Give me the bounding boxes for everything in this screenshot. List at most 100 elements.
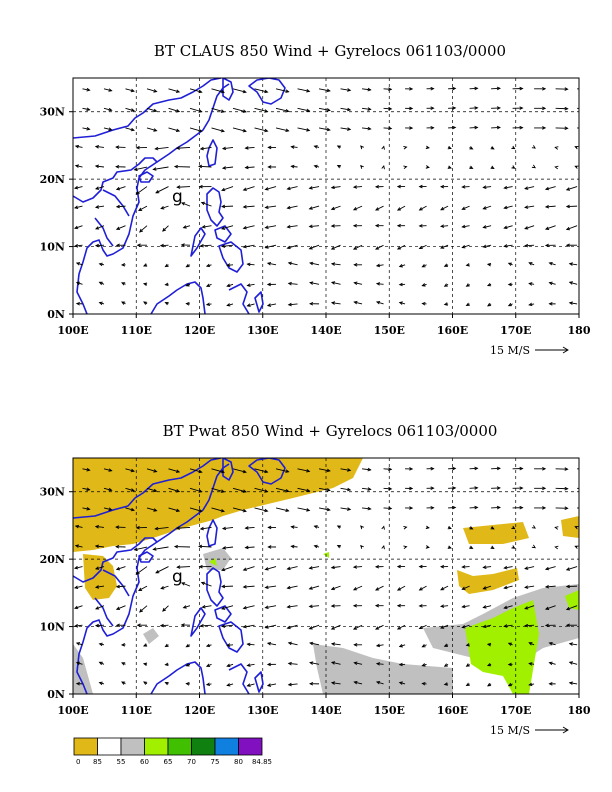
wind-arrow — [461, 565, 470, 569]
wind-arrow — [115, 204, 126, 209]
wind-arrow — [98, 661, 105, 666]
wind-arrow — [286, 205, 298, 210]
wind-arrow — [353, 281, 363, 286]
wind-arrow — [121, 681, 126, 685]
wind-arrow — [568, 661, 578, 665]
wind-arrow — [565, 186, 578, 191]
wind-arrow — [135, 525, 148, 530]
wind-arrow — [524, 585, 535, 589]
wind-arrow — [135, 145, 148, 150]
reference-vector: 15 M/S — [490, 344, 569, 357]
graticule — [73, 78, 579, 314]
wind-arrow — [491, 486, 501, 490]
wind-arrow — [425, 165, 430, 169]
wind-arrow — [82, 467, 91, 472]
x-tick-label: 170E — [500, 324, 531, 337]
wind-arrow — [353, 642, 363, 647]
wind-arrow — [398, 264, 406, 268]
wind-arrow — [185, 643, 191, 648]
wind-arrow — [469, 505, 479, 510]
wind-arrow — [511, 525, 516, 530]
wind-arrow — [524, 623, 535, 628]
wind-arrow — [425, 145, 430, 150]
wind-arrow — [75, 301, 83, 306]
colorbar-swatch — [120, 737, 145, 756]
wind-arrow — [160, 205, 169, 210]
wind-arrow — [396, 244, 406, 250]
wind-arrow — [103, 487, 113, 492]
wind-arrow — [482, 244, 492, 249]
x-tick-label: 180 — [568, 704, 591, 717]
wind-arrow — [440, 244, 449, 249]
wind-arrow — [264, 624, 277, 629]
wind-arrow — [135, 186, 148, 195]
wind-arrow — [221, 605, 234, 610]
wind-arrow — [448, 125, 457, 130]
x-tick-label: 130E — [247, 704, 278, 717]
wind-arrow — [115, 544, 126, 549]
wind-arrow — [524, 566, 535, 570]
wind-arrow — [275, 507, 290, 513]
wind-arrow — [528, 642, 535, 646]
wind-arrow — [246, 262, 255, 267]
wind-arrow — [534, 126, 547, 130]
wind-arrow — [232, 507, 247, 513]
wind-arrow — [164, 301, 169, 306]
wind-arrow — [447, 165, 452, 169]
wind-arrow — [146, 487, 158, 493]
wind-arrow — [267, 165, 277, 169]
wind-arrow — [418, 604, 427, 608]
wind-arrow — [200, 581, 212, 587]
wind-arrow — [405, 87, 414, 91]
wind-arrow — [512, 505, 524, 510]
wind-arrow — [352, 185, 363, 189]
wind-arrow — [512, 466, 524, 471]
x-tick-label: 120E — [184, 324, 215, 337]
wind-arrow — [534, 506, 547, 510]
wind-arrow — [168, 107, 181, 113]
wind-arrow — [168, 507, 181, 513]
wind-arrow — [242, 585, 255, 589]
wind-arrow — [164, 662, 169, 667]
wind-arrow — [330, 205, 341, 211]
wind-arrow — [94, 585, 105, 589]
wind-arrow — [330, 224, 341, 228]
wind-arrow — [482, 565, 492, 569]
wind-arrow — [226, 263, 234, 267]
wind-arrow — [115, 145, 126, 149]
wind-arrow — [266, 683, 277, 687]
wind-arrow — [490, 545, 495, 549]
wind-arrow — [159, 623, 169, 628]
wind-arrow — [418, 205, 427, 211]
wind-arrow — [254, 127, 269, 133]
wind-arrow — [309, 641, 320, 646]
wind-arrow — [361, 467, 372, 472]
wind-arrow — [287, 661, 298, 666]
wind-arrow — [507, 282, 513, 287]
wind-arrow — [318, 468, 331, 473]
wind-arrow — [421, 301, 427, 306]
wind-arrow — [266, 261, 277, 266]
wind-arrow — [94, 145, 105, 149]
wind-arrow — [94, 186, 105, 190]
wind-arrow — [403, 165, 408, 170]
wind-arrow — [205, 682, 212, 686]
wind-arrow — [490, 165, 495, 169]
wind-arrow — [565, 566, 578, 571]
wind-arrow — [534, 467, 547, 471]
wind-arrow — [220, 584, 234, 589]
wind-arrow — [448, 86, 457, 91]
wind-arrow — [447, 145, 452, 150]
wind-arrow — [154, 146, 169, 151]
wind-arrow — [266, 662, 277, 667]
wind-arrow — [461, 604, 470, 609]
wind-arrow — [125, 88, 135, 93]
panel-title: BT CLAUS 850 Wind + Gyrelocs 061103/0000 — [154, 42, 506, 60]
x-tick-label: 160E — [437, 704, 468, 717]
wind-arrow — [360, 145, 364, 150]
wind-arrow — [189, 127, 203, 133]
wind-vectors — [73, 466, 579, 687]
wind-arrow — [142, 263, 148, 267]
wind-arrow — [297, 468, 311, 473]
wind-arrow — [352, 205, 363, 211]
